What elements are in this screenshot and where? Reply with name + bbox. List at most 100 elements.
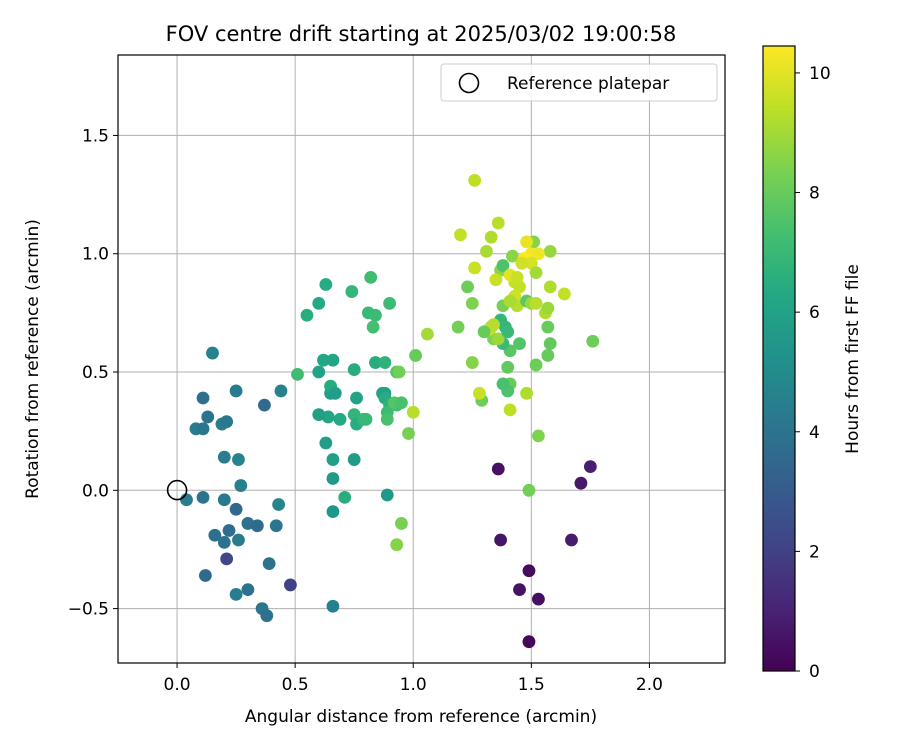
y-tick-label: 0.5 xyxy=(82,363,109,383)
data-point xyxy=(326,353,340,367)
data-point xyxy=(274,384,288,398)
data-point xyxy=(515,256,529,270)
data-point xyxy=(333,412,347,426)
data-point xyxy=(503,403,517,417)
data-point xyxy=(345,285,359,298)
y-tick-label: −0.5 xyxy=(68,600,109,620)
data-point xyxy=(229,502,243,516)
data-point xyxy=(513,583,526,597)
data-point xyxy=(557,287,571,301)
data-point xyxy=(522,483,536,497)
data-point xyxy=(543,337,557,351)
data-point xyxy=(468,173,482,187)
data-point xyxy=(529,358,543,372)
colorbar-gradient xyxy=(762,45,796,672)
data-point xyxy=(369,356,382,369)
data-point xyxy=(364,270,378,284)
data-point xyxy=(347,363,361,377)
data-point xyxy=(380,488,394,502)
colorbar-ticks: 0 2 4 6 8 10 xyxy=(795,64,831,682)
x-axis-label: Angular distance from reference (arcmin) xyxy=(245,707,597,727)
data-point xyxy=(383,297,397,310)
data-point xyxy=(390,538,404,552)
data-point xyxy=(217,535,231,549)
data-point xyxy=(520,235,534,249)
data-point xyxy=(491,332,505,346)
data-point xyxy=(491,216,505,230)
data-point xyxy=(451,320,465,334)
data-point xyxy=(250,519,264,533)
data-point xyxy=(232,533,245,547)
data-point xyxy=(291,367,304,381)
x-axis-ticks: 0.0 0.5 1.0 1.5 2.0 xyxy=(164,663,663,695)
y-tick-label: 1.5 xyxy=(82,126,109,146)
y-axis-ticks: −0.5 0.0 0.5 1.0 1.5 xyxy=(68,126,118,620)
data-point xyxy=(319,436,333,450)
data-point xyxy=(465,297,479,310)
colorbar-tick-label: 4 xyxy=(809,423,820,443)
data-point xyxy=(506,249,519,263)
data-point xyxy=(484,230,498,244)
data-point xyxy=(359,412,373,426)
data-point xyxy=(565,533,578,547)
data-point xyxy=(406,405,420,419)
data-point xyxy=(284,578,297,592)
data-point xyxy=(541,301,555,315)
data-point xyxy=(369,308,382,322)
data-point xyxy=(350,391,363,405)
data-point xyxy=(326,453,340,466)
data-point xyxy=(234,479,248,492)
data-point xyxy=(574,476,588,490)
colorbar-tick-label: 2 xyxy=(809,542,820,562)
data-point xyxy=(392,365,406,379)
data-point xyxy=(524,256,538,270)
colorbar-label: Hours from first FF file xyxy=(843,264,863,454)
data-point xyxy=(503,294,517,308)
data-point xyxy=(541,320,555,334)
data-point xyxy=(541,349,555,362)
data-point xyxy=(260,609,274,623)
data-point xyxy=(272,498,286,511)
data-point xyxy=(586,334,600,348)
data-point xyxy=(196,490,210,504)
data-point xyxy=(489,273,503,287)
data-point xyxy=(241,583,255,597)
data-point xyxy=(206,346,219,360)
legend-entry-reference-platepar: Reference platepar xyxy=(507,74,669,94)
data-point xyxy=(532,429,545,443)
data-point xyxy=(269,519,283,533)
x-tick-label: 2.0 xyxy=(636,675,663,695)
data-point xyxy=(501,325,515,339)
data-point xyxy=(496,259,510,272)
data-point xyxy=(409,349,422,362)
legend-box xyxy=(440,63,718,102)
data-point xyxy=(312,408,326,421)
data-point xyxy=(217,450,231,464)
chart-title: FOV centre drift starting at 2025/03/02 … xyxy=(166,22,677,46)
data-point xyxy=(487,318,500,332)
data-point xyxy=(454,228,467,242)
data-point xyxy=(232,453,245,466)
data-points xyxy=(180,173,600,649)
legend-open-circle-icon xyxy=(458,72,480,94)
data-point xyxy=(378,356,392,369)
reference-platepar-marker xyxy=(166,479,188,501)
data-point xyxy=(522,635,536,649)
data-point xyxy=(180,493,193,507)
data-point xyxy=(480,244,493,258)
data-point xyxy=(220,552,234,566)
data-point xyxy=(300,308,314,322)
data-point xyxy=(222,524,236,537)
data-point xyxy=(465,356,479,369)
data-point xyxy=(520,386,534,400)
data-point xyxy=(583,460,597,474)
data-point xyxy=(461,280,474,294)
data-point xyxy=(532,247,545,261)
data-point xyxy=(217,493,231,507)
x-tick-label: 0.5 xyxy=(282,675,309,695)
data-point xyxy=(395,396,408,410)
grid-lines xyxy=(118,55,725,663)
data-point xyxy=(196,391,210,405)
data-point xyxy=(366,320,380,334)
